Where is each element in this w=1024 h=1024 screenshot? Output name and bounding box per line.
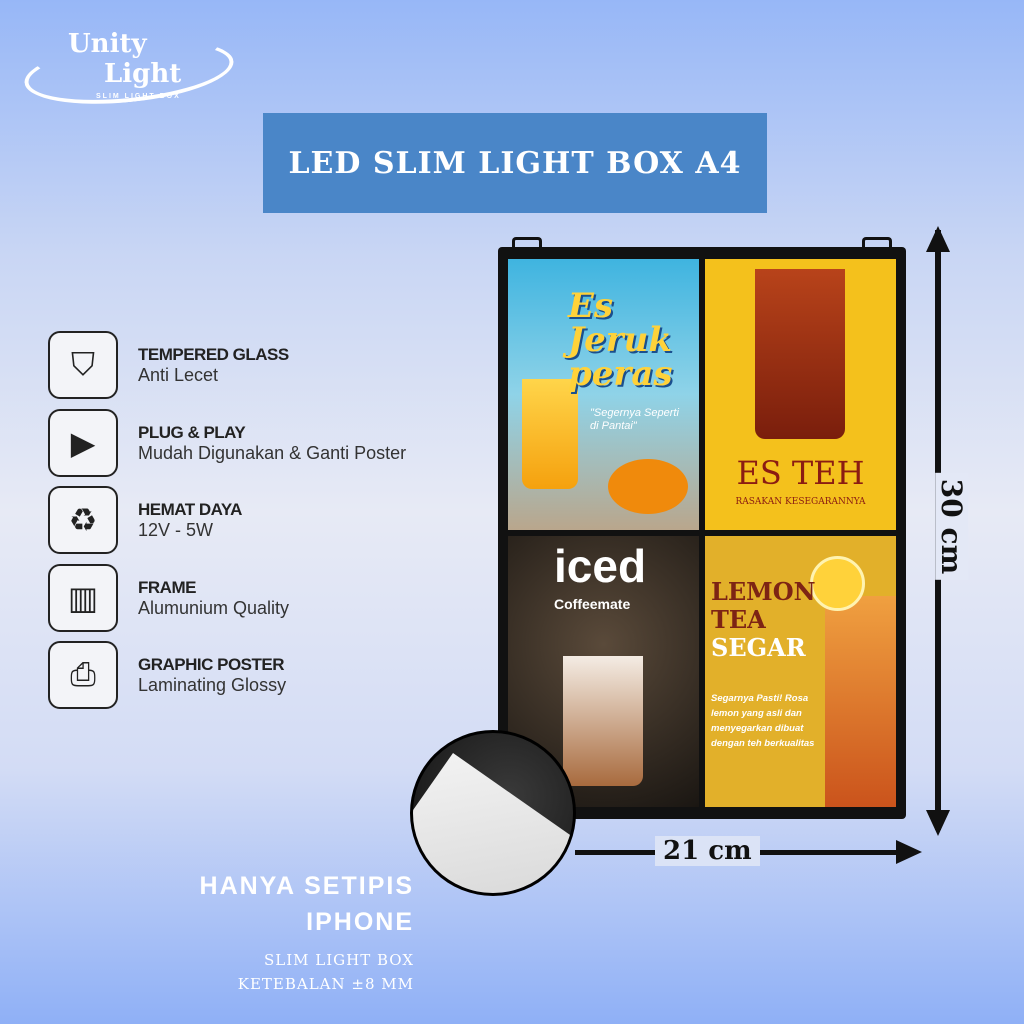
feature-desc: 12V - 5W: [138, 519, 214, 540]
poster-iced-coffee: iced Coffeemate: [508, 536, 699, 807]
printer-icon: ⎙: [48, 641, 118, 709]
shield-check-icon: ⛉: [48, 331, 118, 399]
feature-desc: Laminating Glossy: [138, 674, 287, 695]
feature-title: HEMAT DAYA: [138, 499, 242, 519]
thickness-closeup: [410, 730, 576, 896]
logo-line1: Unity: [68, 29, 147, 59]
plug-play-icon: ▶: [48, 409, 118, 477]
poster-quote: "Segernya Seperti di Pantai": [590, 407, 679, 432]
feature-graphic-poster: ⎙ GRAPHIC POSTER Laminating Glossy: [48, 641, 286, 709]
feature-title: PLUG & PLAY: [138, 422, 246, 442]
feature-title: GRAPHIC POSTER: [138, 654, 285, 674]
recycle-icon: ♻: [48, 486, 118, 554]
feature-tempered-glass: ⛉ TEMPERED GLASS Anti Lecet: [48, 331, 289, 399]
brand-logo: Unity Light SLIM LIGHT BOX: [21, 18, 237, 113]
height-label: 30 cm: [935, 472, 969, 581]
feature-title: TEMPERED GLASS: [138, 344, 289, 364]
poster-title: ES TEH: [736, 454, 865, 492]
logo-line2: Light: [104, 59, 182, 89]
thin-headline: IPHONE: [306, 908, 414, 936]
poster-es-jeruk: Es Jeruk peras "Segernya Seperti di Pant…: [508, 259, 699, 530]
light-box-frame: Es Jeruk peras "Segernya Seperti di Pant…: [498, 247, 906, 819]
poster-es-teh: ES TEH RASAKAN KESEGARANNYA: [705, 259, 896, 530]
arrow-right-icon: [896, 840, 922, 864]
arrow-down-icon: [926, 810, 950, 836]
poster-desc: Segarnya Pasti! Rosa lemon yang asli dan…: [711, 693, 815, 749]
feature-frame: ▥ FRAME Alumunium Quality: [48, 564, 289, 632]
feature-plug-play: ▶ PLUG & PLAY Mudah Digunakan & Ganti Pos…: [48, 409, 406, 477]
frame-roll-icon: ▥: [48, 564, 118, 632]
width-label: 21 cm: [655, 836, 760, 866]
feature-hemat-daya: ♻ HEMAT DAYA 12V - 5W: [48, 486, 242, 554]
feature-desc: Alumunium Quality: [138, 597, 290, 618]
hanger-hook: [512, 237, 542, 251]
thinness-callout: HANYA SETIPIS IPHONE SLIM LIGHT BOX KETE…: [200, 868, 414, 996]
feature-desc: Anti Lecet: [138, 364, 219, 385]
poster-lemon-tea: LEMON TEA SEGAR Segarnya Pasti! Rosa lemon…: [705, 536, 896, 807]
poster-title: iced: [554, 540, 647, 592]
poster-title: LEMON TEA SEGAR: [711, 577, 816, 662]
thin-subtext: SLIM LIGHT BOX: [263, 951, 414, 969]
poster-subtitle: RASAKAN KESEGARANNYA: [735, 497, 866, 507]
thin-subtext: KETEBALAN ±8 MM: [237, 975, 414, 993]
poster-subtitle: Coffeemate: [554, 596, 631, 612]
hanger-hook: [862, 237, 892, 251]
poster-title: Es Jeruk peras: [568, 286, 673, 394]
feature-title: FRAME: [138, 577, 196, 597]
arrow-up-icon: [926, 226, 950, 252]
page-title: LED SLIM LIGHT BOX A4: [263, 113, 767, 213]
feature-desc: Mudah Digunakan & Ganti Poster: [138, 442, 407, 463]
logo-tagline: SLIM LIGHT BOX: [96, 93, 181, 100]
thin-headline: HANYA SETIPIS: [199, 872, 414, 900]
